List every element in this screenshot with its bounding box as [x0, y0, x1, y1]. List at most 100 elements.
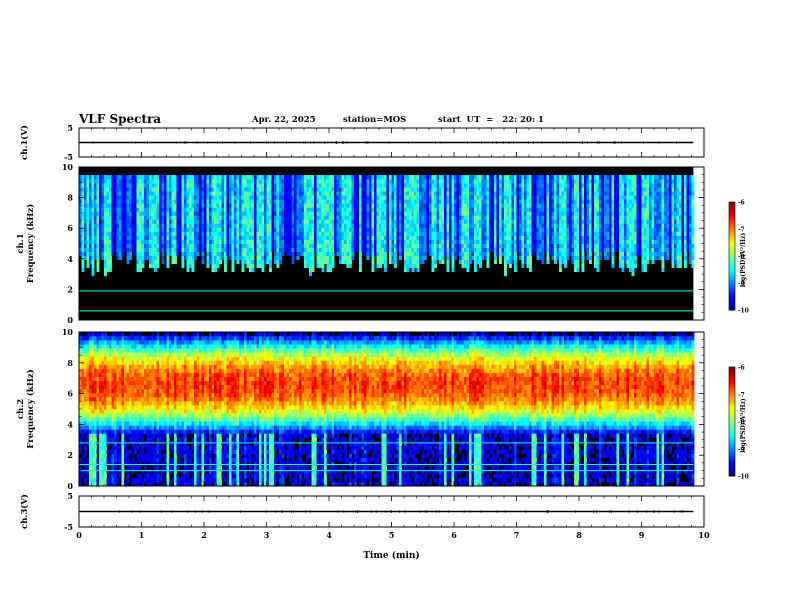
spectrogram-cell [214, 187, 217, 192]
spectrogram-cell [589, 195, 592, 200]
spectrogram-cell [434, 243, 437, 248]
spectrogram-cell [211, 243, 215, 248]
spectrogram-cell [574, 251, 577, 256]
spectrogram-cell [324, 199, 327, 204]
spectrogram-cell [384, 195, 387, 200]
spectrogram-cell [171, 251, 175, 256]
spectrogram-cell [181, 243, 185, 248]
spectrogram-cell [291, 175, 295, 180]
spectrogram-cell [94, 179, 97, 184]
spectrogram-cell [201, 211, 205, 216]
spectrogram-cell [294, 235, 297, 240]
spectrogram-cell [594, 251, 597, 256]
spectrogram-cell [619, 183, 622, 188]
spectrogram-cell [131, 243, 135, 248]
spectrogram-cell [506, 199, 510, 204]
spectrogram-cell [536, 215, 540, 220]
spectrogram-cell [114, 243, 117, 248]
spectrogram-cell [229, 211, 232, 216]
spectrogram-cell [414, 263, 417, 269]
spectrogram-cell [621, 191, 625, 196]
y-axis-label: ch.1(V) [19, 125, 30, 160]
spectrogram-cell [176, 203, 180, 208]
spectrogram-cell [111, 243, 115, 248]
spectrogram-cell [339, 199, 342, 204]
spectrogram-cell [176, 175, 180, 180]
spectrogram-cell [321, 247, 325, 252]
spectrogram-cell [386, 211, 390, 216]
spectrogram-cell [249, 175, 252, 180]
spectrogram-cell [484, 207, 487, 212]
spectrogram-cell [479, 259, 482, 265]
spectrogram-cell [609, 191, 612, 196]
spectrogram-cell [234, 175, 237, 180]
spectrogram-cell [471, 219, 475, 224]
spectrogram-cell [214, 183, 217, 188]
spectrogram-cell [289, 211, 292, 216]
spectrogram-cell [554, 247, 557, 252]
spectrogram-cell [624, 247, 627, 252]
spectrogram-cell [111, 235, 115, 240]
spectrogram-cell [79, 235, 82, 240]
spectrogram-cell [559, 255, 562, 261]
spectrogram-cell [189, 227, 192, 232]
spectrogram-cell [86, 251, 90, 256]
spectrogram-cell [504, 259, 507, 265]
spectrogram-cell [324, 223, 327, 228]
spectrogram-cell [489, 191, 492, 196]
spectrogram-cell [229, 191, 232, 196]
spectrogram-cell [514, 239, 517, 244]
spectrogram-cell [326, 227, 330, 232]
spectrogram-cell [121, 207, 125, 212]
spectrogram-cell [514, 195, 517, 200]
spectrogram-cell [214, 215, 217, 220]
spectrogram-cell [224, 235, 227, 240]
spectrogram-cell [351, 199, 355, 204]
spectrogram-cell [211, 215, 215, 220]
spectrogram-cell [271, 239, 275, 244]
spectrogram-cell [454, 231, 457, 236]
spectrogram-cell [479, 255, 482, 261]
spectrogram-cell [414, 187, 417, 192]
spectrogram-cell [541, 179, 545, 184]
spectrogram-cell [371, 239, 375, 244]
spectrogram-cell [551, 203, 555, 208]
spectrogram-cell [379, 231, 382, 236]
spectrogram-cell [334, 215, 337, 220]
spectrogram-cell [274, 239, 277, 244]
spectrogram-cell [369, 203, 372, 208]
spectrogram-cell [591, 231, 595, 236]
spectrogram-cell [261, 223, 265, 228]
spectrogram-cell [169, 231, 172, 236]
spectrogram-cell [479, 263, 482, 269]
spectrogram-cell [299, 239, 302, 244]
spectrogram-cell [504, 187, 507, 192]
spectrogram-cell [544, 215, 547, 220]
spectrogram-cell [529, 231, 532, 236]
spectrogram-cell [549, 207, 552, 212]
spectrogram-cell [371, 215, 375, 220]
spectrogram-cell [266, 235, 270, 240]
spectrogram-cell [369, 223, 372, 228]
spectrogram-cell [371, 267, 375, 273]
spectrogram-cell [426, 207, 430, 212]
spectrogram-cell [261, 199, 265, 204]
spectrogram-cell [439, 199, 442, 204]
spectrogram-cell [261, 247, 265, 252]
spectrogram-cell [114, 179, 117, 184]
spectrogram-cell [296, 183, 300, 188]
spectrogram-cell [364, 231, 367, 236]
spectrogram-cell [146, 251, 150, 256]
spectrogram-cell [484, 239, 487, 244]
spectrogram-cell [269, 175, 272, 180]
spectrogram-cell [409, 219, 412, 224]
spectrogram-cell [129, 175, 132, 180]
spectrogram-cell [486, 187, 490, 192]
spectrogram-cell [199, 207, 202, 212]
spectrogram-cell [339, 231, 342, 236]
spectrogram-cell [444, 247, 447, 252]
spectrogram-cell [104, 179, 107, 184]
spectrogram-cell [231, 263, 235, 269]
spectrogram-cell [549, 175, 552, 180]
spectrogram-cell [499, 235, 502, 240]
